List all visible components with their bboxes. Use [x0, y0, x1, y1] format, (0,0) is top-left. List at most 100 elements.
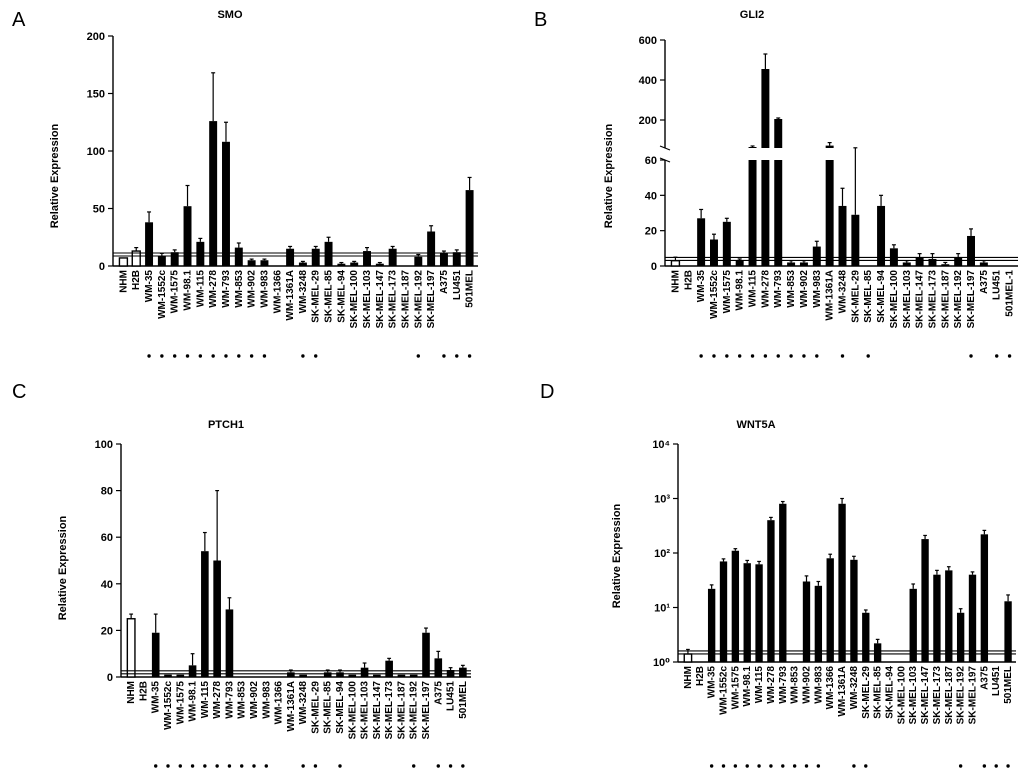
marker-dot: [750, 354, 755, 358]
panel-letter: C: [12, 381, 26, 403]
bar: [812, 246, 821, 266]
marker-dot: [301, 354, 305, 358]
category-label: WM-278: [208, 270, 219, 308]
bar: [826, 558, 834, 662]
marker-dot: [448, 764, 453, 768]
marker-dot: [416, 354, 421, 358]
bar: [719, 561, 728, 662]
bar: [375, 263, 384, 266]
category-label: WM-278: [212, 681, 223, 719]
category-label: WM-98.1: [742, 666, 753, 707]
category-label: WM-1575: [730, 666, 741, 710]
y-tick-label: 150: [87, 89, 105, 101]
bar: [928, 258, 937, 266]
category-label: SK-MEL-29: [311, 270, 322, 323]
bar: [350, 262, 359, 266]
category-label: SK-MEL-103: [362, 270, 373, 329]
y-tick-label: 10⁰: [653, 657, 670, 669]
bar: [873, 643, 882, 662]
category-label: LU451: [446, 681, 457, 711]
marker-dot: [745, 764, 749, 768]
category-label: H2B: [138, 681, 149, 701]
bar: [722, 221, 731, 266]
category-label: NHM: [670, 270, 681, 293]
bar: [838, 205, 847, 266]
panel-c: C PTCH1 Relative Expression 0 20 40 60 80 100 NHM…: [12, 381, 471, 768]
panel-b: B GLI2 Relative Expression 0 20 40 60 200 400 600…: [534, 9, 1018, 358]
category-label: 501MEL: [1003, 666, 1014, 704]
category-label: WM-35: [151, 681, 162, 714]
bar: [225, 609, 234, 677]
panel-d: D WNT5A Relative Expression 10⁰ 10¹ 10² 10³ 10⁴…: [540, 381, 1016, 768]
bar: [761, 69, 770, 148]
marker-dot: [769, 764, 773, 768]
category-label: SK-MEL-173: [384, 681, 395, 740]
bar: [1004, 601, 1012, 662]
category-label: SK-MEL-187: [400, 270, 411, 329]
marker-dot: [725, 354, 729, 358]
marker-dot: [763, 354, 768, 358]
category-label: WM-35: [707, 666, 718, 699]
marker-dot: [160, 354, 164, 358]
y-tick-label: 20: [645, 226, 657, 238]
category-label: SK-MEL-147: [375, 270, 386, 329]
category-label: 501MEL-1: [1005, 270, 1016, 317]
bar: [731, 550, 740, 662]
marker-dot: [227, 764, 232, 768]
marker-dot: [211, 354, 215, 358]
category-label: A375: [979, 666, 990, 690]
bar: [298, 262, 307, 266]
y-tick-label: 10³: [654, 494, 670, 506]
y-tick-label: 0: [99, 261, 105, 273]
category-label: WM-1366: [272, 270, 283, 314]
category-label: LU451: [452, 270, 463, 300]
marker-dot: [816, 764, 821, 768]
bar: [838, 503, 846, 662]
category-label: WM-853: [237, 681, 248, 719]
y-tick-label: 200: [87, 31, 105, 43]
bar: [299, 674, 307, 677]
category-label: SK-MEL-100: [349, 270, 360, 329]
category-label: SK-MEL-197: [421, 681, 432, 740]
marker-dot: [852, 764, 856, 768]
category-label: WM-902: [247, 270, 258, 308]
marker-dot: [314, 354, 318, 358]
bar: [787, 262, 796, 266]
marker-dot: [737, 354, 742, 358]
category-label: A375: [439, 270, 450, 294]
bar: [735, 260, 744, 266]
y-axis-title: Relative Expression: [49, 123, 61, 228]
y-tick-label: 60: [101, 532, 113, 544]
category-label: WM-1552c: [719, 666, 730, 715]
y-tick-label: 600: [639, 35, 657, 47]
bar: [234, 247, 243, 266]
bar: [921, 539, 929, 662]
category-label: WM-115: [195, 270, 206, 308]
marker-dot: [1007, 354, 1012, 358]
category-label: WM-1575: [175, 681, 186, 725]
bar: [323, 672, 332, 677]
marker-dot: [733, 764, 738, 768]
category-label: WM-1361A: [285, 270, 296, 321]
bar: [427, 231, 436, 266]
category-label: WM-853: [234, 270, 245, 308]
category-label: SK-MEL-197: [426, 270, 437, 329]
marker-dot: [442, 354, 446, 358]
y-tick-label: 10⁴: [652, 439, 670, 451]
bar: [774, 160, 783, 266]
bar: [201, 551, 209, 677]
bar: [373, 674, 381, 677]
bar: [363, 251, 371, 266]
bar: [170, 252, 179, 266]
bar: [183, 206, 192, 266]
category-label: SK-MEL-103: [908, 666, 919, 725]
category-label: WM-3248: [838, 270, 849, 314]
y-axis-title: Relative Expression: [57, 515, 69, 620]
bar: [954, 257, 963, 266]
marker-dot: [338, 764, 342, 768]
marker-dot: [789, 354, 793, 358]
marker-dot: [436, 764, 440, 768]
bar: [968, 574, 977, 662]
category-label: SK-MEL-103: [360, 681, 371, 740]
category-label: WM-793: [221, 270, 232, 308]
